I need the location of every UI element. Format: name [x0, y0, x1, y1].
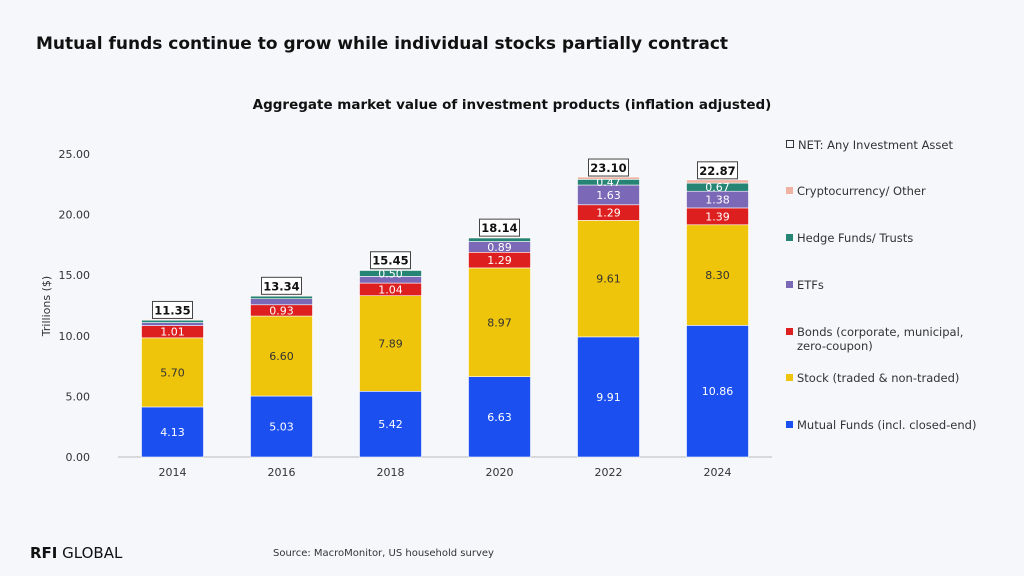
net-total-label: 18.14	[481, 221, 517, 235]
net-total-label: 15.45	[372, 254, 408, 268]
bar-segment-hedge	[141, 319, 204, 323]
bar-segment-hedge	[468, 237, 531, 242]
legend-label: Stock (traded & non-traded)	[797, 371, 960, 385]
legend-label: Bonds (corporate, municipal, zero-coupon…	[797, 325, 964, 353]
data-label: 1.29	[596, 207, 621, 220]
bar-segment-mutual	[577, 336, 640, 458]
bar-segment-mutual	[468, 376, 531, 458]
bar-segment-cryptocurrency	[250, 295, 313, 297]
legend-item: Bonds (corporate, municipal, zero-coupon…	[786, 325, 987, 353]
bar-segment-stock	[359, 295, 422, 392]
x-tick-label: 2014	[159, 466, 187, 479]
legend-swatch	[786, 374, 793, 381]
data-label: 9.61	[596, 273, 621, 286]
legend-swatch	[786, 187, 793, 194]
legend-swatch	[786, 234, 793, 241]
net-total-box	[370, 251, 411, 270]
bar-segment-stock	[468, 267, 531, 377]
data-label: 0.93	[269, 304, 294, 317]
data-label: 1.63	[596, 189, 621, 202]
bar-segment-hedge	[250, 295, 313, 300]
legend-label: ETFs	[797, 278, 824, 292]
headline: Mutual funds continue to grow while indi…	[36, 34, 729, 54]
legend-swatch	[786, 140, 794, 148]
net-total-box	[479, 218, 520, 237]
bar-segment-mutual	[686, 325, 749, 458]
data-label: 1.39	[705, 210, 730, 223]
y-axis-label: Trillions ($)	[40, 276, 53, 337]
legend-item: Hedge Funds/ Trusts	[786, 231, 913, 245]
legend-swatch	[786, 281, 793, 288]
y-tick-label: 20.00	[59, 209, 91, 222]
legend-label: Cryptocurrency/ Other	[797, 184, 926, 198]
logo: RFI GLOBAL	[30, 544, 123, 562]
data-label: 10.86	[702, 385, 734, 398]
bar-segment-stock	[250, 315, 313, 397]
legend-item: ETFs	[786, 278, 824, 292]
y-tick-label: 15.00	[59, 269, 91, 282]
data-label: 1.04	[378, 283, 403, 296]
net-total-box	[697, 161, 738, 180]
bar-segment-mutual	[141, 406, 204, 458]
bar-segment-cryptocurrency	[468, 236, 531, 239]
data-label: 0.50	[378, 267, 403, 280]
x-tick-label: 2018	[377, 466, 405, 479]
legend-label: Mutual Funds (incl. closed-end)	[797, 418, 977, 432]
bar-segment-cryptocurrency	[359, 269, 422, 271]
chart-title-text: Aggregate market value of investment pro…	[252, 97, 772, 113]
bar-segment-cryptocurrency	[141, 319, 204, 321]
bar-segment-etfs	[141, 322, 204, 326]
legend-item: Mutual Funds (incl. closed-end)	[786, 418, 976, 432]
bar-segment-stock	[577, 220, 640, 338]
legend-item: Cryptocurrency/ Other	[786, 184, 926, 198]
net-total-label: 11.35	[154, 303, 190, 317]
legend-item: NET: Any Investment Asset	[786, 138, 953, 152]
data-label: 0.89	[487, 241, 512, 254]
net-total-label: 23.10	[590, 161, 626, 175]
legend-label: Hedge Funds/ Trusts	[797, 231, 914, 245]
bar-segment-cryptocurrency	[686, 179, 749, 184]
legend-label: NET: Any Investment Asset	[798, 138, 954, 152]
data-label: 9.91	[596, 391, 621, 404]
data-label: 0.67	[705, 181, 730, 194]
y-tick-label: 0.00	[66, 451, 91, 464]
data-label: 6.63	[487, 411, 512, 424]
data-label: 5.03	[269, 421, 294, 434]
data-label: 4.13	[160, 426, 185, 439]
bar-segment-stock	[686, 224, 749, 326]
x-tick-label: 2022	[595, 466, 623, 479]
y-tick-label: 25.00	[59, 148, 91, 161]
x-tick-label: 2016	[268, 466, 296, 479]
x-tick-label: 2020	[486, 466, 514, 479]
data-label: 6.60	[269, 350, 294, 363]
net-total-box	[152, 300, 193, 319]
net-total-box	[588, 158, 629, 177]
x-tick-label: 2024	[704, 466, 732, 479]
legend-swatch	[786, 421, 793, 428]
data-label: 1.29	[487, 254, 512, 267]
y-tick-label: 10.00	[59, 330, 91, 343]
net-total-label: 13.34	[263, 279, 299, 293]
data-label: 1.38	[705, 194, 730, 207]
data-label: 8.30	[705, 269, 730, 282]
data-label: 8.97	[487, 316, 512, 329]
bar-segment-etfs	[250, 298, 313, 306]
legend-swatch	[786, 328, 793, 335]
net-total-box	[261, 276, 302, 295]
net-total-label: 22.87	[699, 164, 735, 178]
data-label: 1.01	[160, 326, 185, 339]
data-label: 5.42	[378, 418, 403, 431]
chart-title: Aggregate market value of investment pro…	[0, 97, 1024, 113]
data-label: 5.70	[160, 366, 185, 379]
y-tick-label: 5.00	[66, 390, 91, 403]
bar-segment-cryptocurrency	[577, 176, 640, 180]
bar-segment-mutual	[359, 391, 422, 458]
data-label: 7.89	[378, 337, 403, 350]
legend-item: Stock (traded & non-traded)	[786, 371, 959, 385]
source-note: Source: MacroMonitor, US household surve…	[273, 548, 494, 559]
